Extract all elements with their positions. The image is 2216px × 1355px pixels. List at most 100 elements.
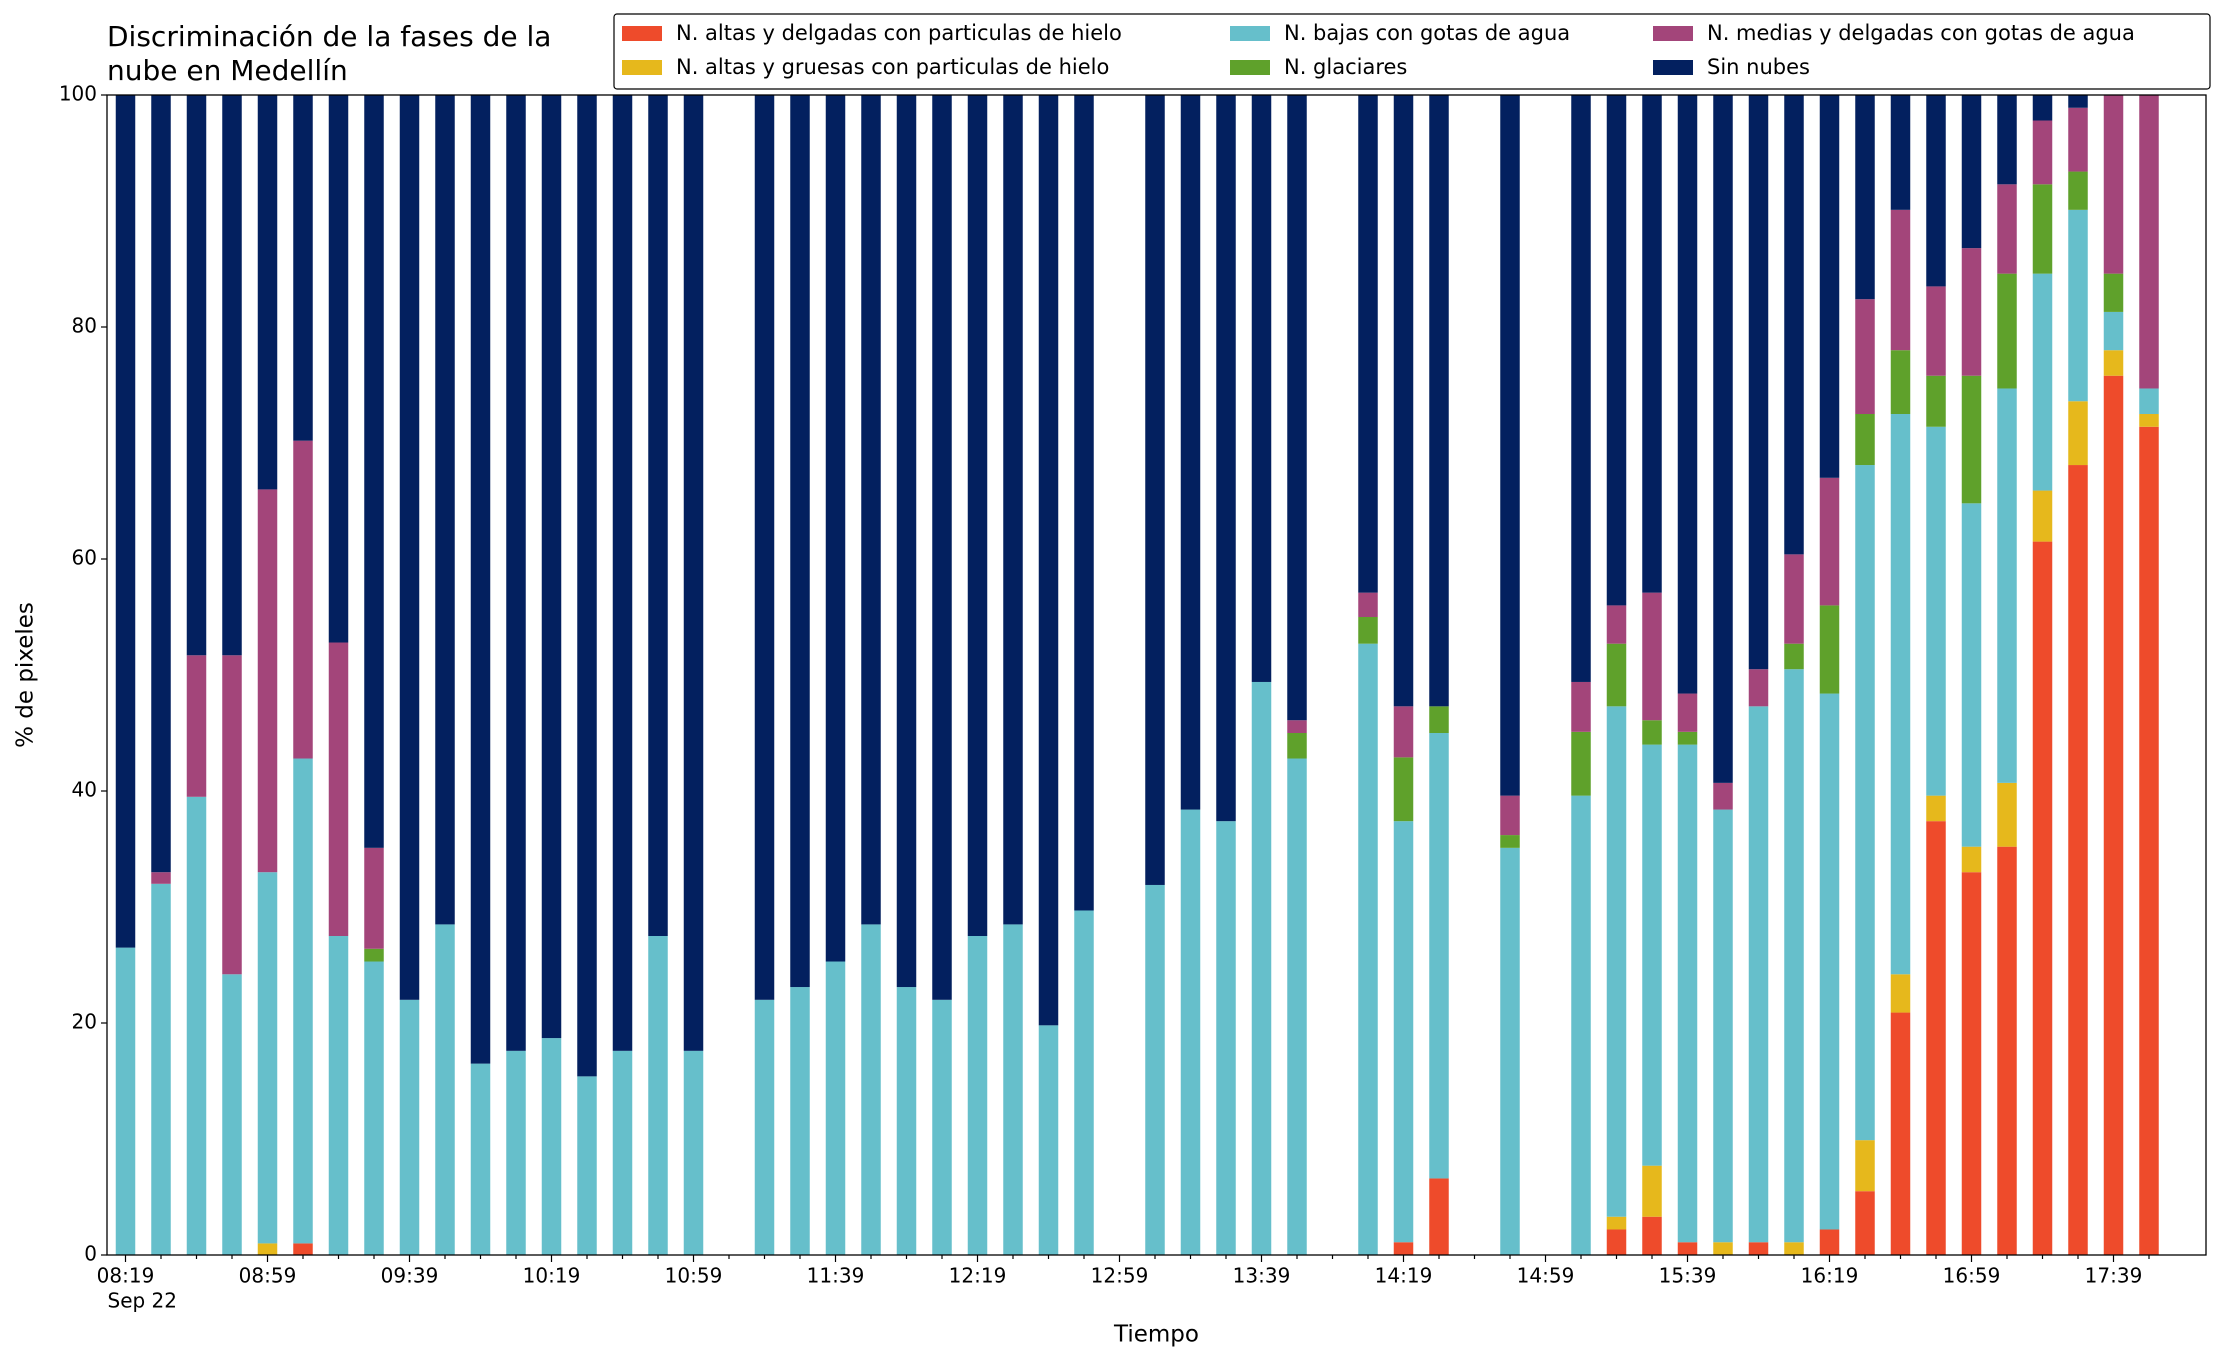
bar-segment [293,95,313,441]
bar-segment [1429,95,1449,707]
bar-segment [2139,95,2159,389]
bar-segment [1287,733,1307,759]
bar-segment [1003,924,1023,1255]
bar-segment [2068,465,2088,1255]
bar-segment [1819,1229,1840,1255]
bar-segment [1713,95,1733,783]
legend-swatch [1230,26,1270,41]
bar-segment [1784,669,1804,1243]
bar-segment [1961,95,1982,249]
bar-segment [151,883,171,1255]
bar-segment [1251,95,1272,682]
bar-segment [2068,209,2088,402]
bar-segment [1855,299,1875,414]
bar-segment [1748,95,1769,670]
bar-segment [825,95,846,962]
bar-segment [1713,782,1733,810]
bar-segment [1926,795,1946,822]
bar-segment [1748,1242,1769,1255]
x-tick-label: 08:59 [239,1264,297,1288]
bar-segment [1180,95,1201,810]
bar-segment [399,999,420,1255]
bar-segment [1890,1012,1911,1255]
bar-segment [435,924,455,1255]
bar-segment [1003,95,1023,925]
bar-segment [1926,375,1946,427]
bar-segment [506,95,526,1051]
bar-segment [328,936,349,1255]
x-tick-label: 15:39 [1659,1264,1717,1288]
bar-segment [1429,706,1449,733]
y-tick-label: 20 [72,1010,97,1034]
bar-segment [683,95,704,1051]
legend-swatch [622,60,662,75]
x-tick-label: 11:39 [807,1264,865,1288]
bar-segment [1855,414,1875,466]
bar-segment [1571,731,1591,796]
bar-segment [2139,388,2159,414]
bar-segment [1606,95,1627,606]
bar-segment [1287,758,1307,1255]
y-tick-label: 40 [72,778,97,802]
bar-segment [2103,95,2124,274]
bar-segment [577,95,597,1077]
bar-segment [1855,465,1875,1141]
bar-segment [1642,95,1662,593]
bar-segment [1784,554,1804,644]
bar-segment [1642,720,1662,745]
bar-segment [2103,350,2124,376]
bar-segment [1926,95,1946,287]
legend-swatch [1653,26,1693,41]
bar-segment [328,95,349,643]
plot-frame [106,94,2207,1256]
bar-segment [1358,592,1378,617]
bar-segment [790,95,810,988]
bar-segment [1500,795,1520,836]
x-tick-label: 17:39 [2085,1264,2143,1288]
bar-segment [967,936,988,1255]
legend-label: N. glaciares [1284,55,1407,79]
bar-segment [186,796,207,1255]
bar-segment [790,987,810,1255]
bar-segment [1358,617,1378,644]
bar-segment [1890,350,1911,414]
bar-segment [1997,782,2017,847]
y-axis-label: % de pixeles [13,602,39,748]
legend-label: N. medias y delgadas con gotas de agua [1707,21,2135,45]
bar-segment [577,1076,597,1255]
bar-segment [2139,414,2159,427]
bar-segment [2139,426,2159,1255]
bar-segment [2032,95,2053,121]
bar-segment [1784,1242,1804,1255]
bar-segment [1784,643,1804,670]
bar-segment [1216,95,1236,822]
bar-segment [1961,503,1982,847]
bar-segment [1890,974,1911,1013]
bar-segment [364,847,384,949]
bar-segment [2032,541,2053,1255]
bar-segment [1038,95,1059,1026]
bar-segment [1677,95,1698,694]
bar-segment [1961,872,1982,1255]
bar-segment [1713,1242,1733,1255]
y-tick-label: 80 [72,314,97,338]
bar-segment [932,999,952,1255]
bar-segment [1819,95,1840,478]
chart-title: Discriminación de la fases de la nube en… [107,20,552,87]
legend-label: N. altas y delgadas con particulas de hi… [676,21,1122,45]
bar-segment [1145,95,1165,885]
bar-segment [2032,120,2053,185]
bar-segment [1606,605,1627,644]
bar-segment [1713,809,1733,1243]
bar-segment [1784,95,1804,555]
bar-segment [1571,795,1591,1255]
bar-segment [257,489,278,873]
bar-segment [1997,273,2017,389]
bar-segment [1500,835,1520,848]
bar-segment [2103,311,2124,351]
x-tick-label: 14:59 [1517,1264,1575,1288]
x-tick-label: 10:19 [523,1264,581,1288]
bar-segment [1819,693,1840,1230]
bar-segment [1677,1242,1698,1255]
